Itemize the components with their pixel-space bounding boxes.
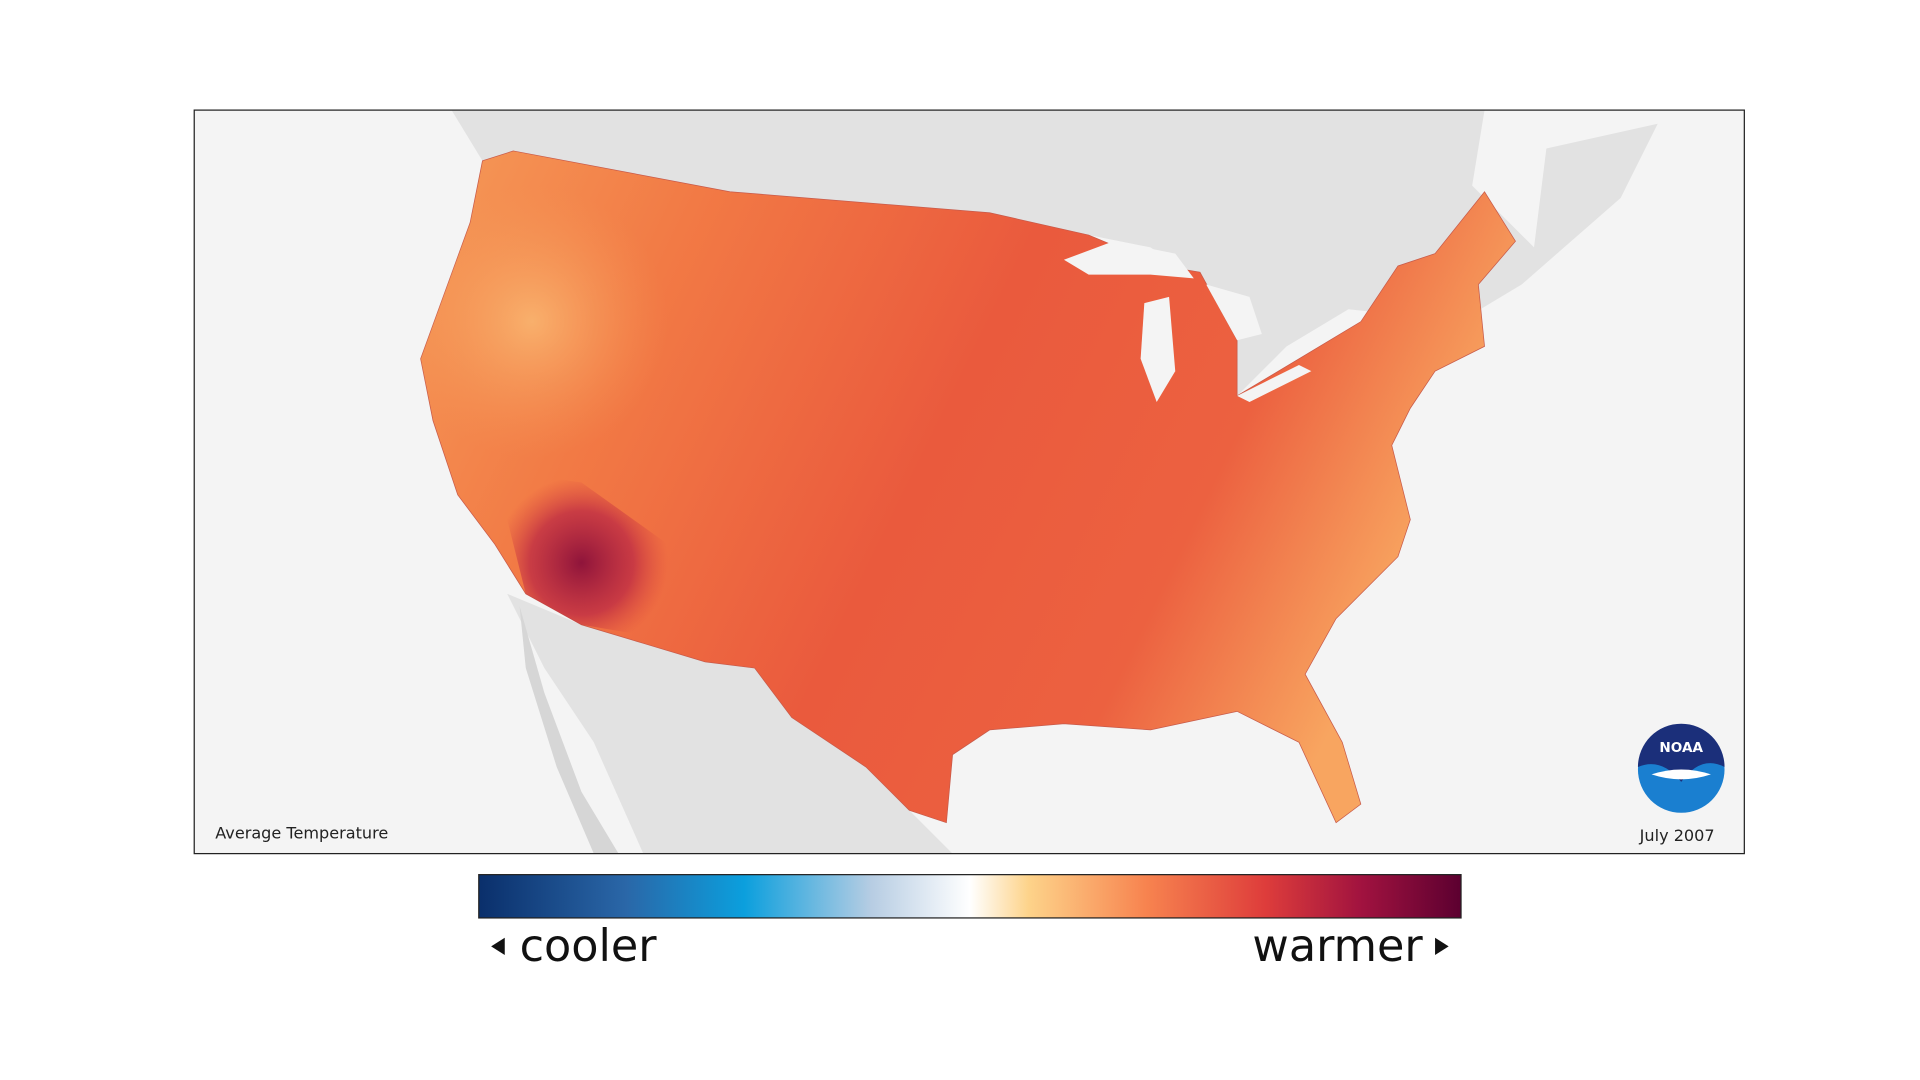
logo-text: NOAA <box>1659 740 1703 756</box>
logo-top <box>1637 723 1725 782</box>
noaa-logo: NOAA <box>1637 723 1725 813</box>
cooler-arrow <box>491 937 505 956</box>
lake-huron <box>1206 284 1262 341</box>
lake-michigan <box>1140 296 1176 403</box>
mexico-land <box>507 593 953 854</box>
map-date: July 2007 <box>1639 826 1715 845</box>
logo-bird <box>1651 769 1711 780</box>
desert-southwest <box>494 470 693 644</box>
lake-erie <box>1237 364 1312 403</box>
canada-land <box>451 110 1658 396</box>
legend-high-label: warmer <box>1252 920 1423 972</box>
map-layers <box>420 110 1658 854</box>
color-bar <box>478 874 1462 919</box>
lake-superior <box>1063 241 1194 279</box>
map-title: Average Temperature <box>215 824 388 843</box>
legend-low-label: cooler <box>520 920 658 972</box>
map-frame <box>193 109 1745 855</box>
warmer-arrow <box>1435 937 1449 956</box>
